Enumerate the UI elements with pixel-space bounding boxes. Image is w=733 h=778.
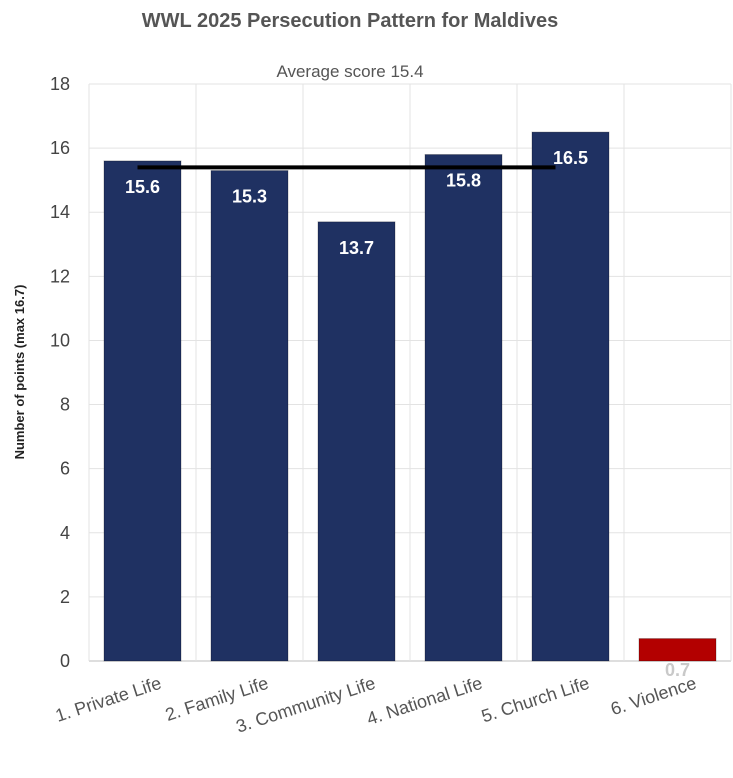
bars	[103, 131, 717, 662]
x-tick-label: 5. Church Life	[479, 673, 592, 727]
bar	[638, 638, 717, 662]
data-labels: 15.6 15.3 13.7 15.8 16.5 0.7	[125, 148, 690, 680]
data-label: 13.7	[339, 238, 374, 258]
y-axis-label: Number of points (max 16.7)	[12, 285, 27, 460]
y-tick-label: 10	[50, 330, 70, 350]
data-label: 15.3	[232, 187, 267, 207]
bar	[424, 154, 503, 662]
y-tick-label: 6	[60, 459, 70, 479]
chart-title: WWL 2025 Persecution Pattern for Maldive…	[142, 10, 558, 32]
data-label: 16.5	[553, 148, 588, 168]
y-tick-label: 4	[60, 523, 70, 543]
y-tick-label: 8	[60, 395, 70, 415]
y-tick-label: 18	[50, 74, 70, 94]
y-tick-label: 12	[50, 266, 70, 286]
x-tick-label: 4. National Life	[364, 673, 484, 729]
data-label: 15.6	[125, 177, 160, 197]
chart-subtitle: Average score 15.4	[276, 62, 423, 81]
y-tick-label: 0	[60, 651, 70, 671]
x-tick-label: 1. Private Life	[53, 673, 164, 726]
x-tick-label: 6. Violence	[608, 673, 699, 719]
data-label: 15.8	[446, 171, 481, 191]
bar	[210, 170, 289, 662]
y-tick-label: 14	[50, 202, 70, 222]
bar	[103, 160, 182, 662]
y-tick-label: 2	[60, 587, 70, 607]
bar	[317, 221, 396, 662]
bar	[531, 131, 610, 662]
data-label: 0.7	[665, 660, 690, 680]
y-ticks: 0 2 4 6 8 10 12 14 16 18	[50, 74, 70, 671]
gridlines	[88, 83, 732, 662]
y-tick-label: 16	[50, 138, 70, 158]
